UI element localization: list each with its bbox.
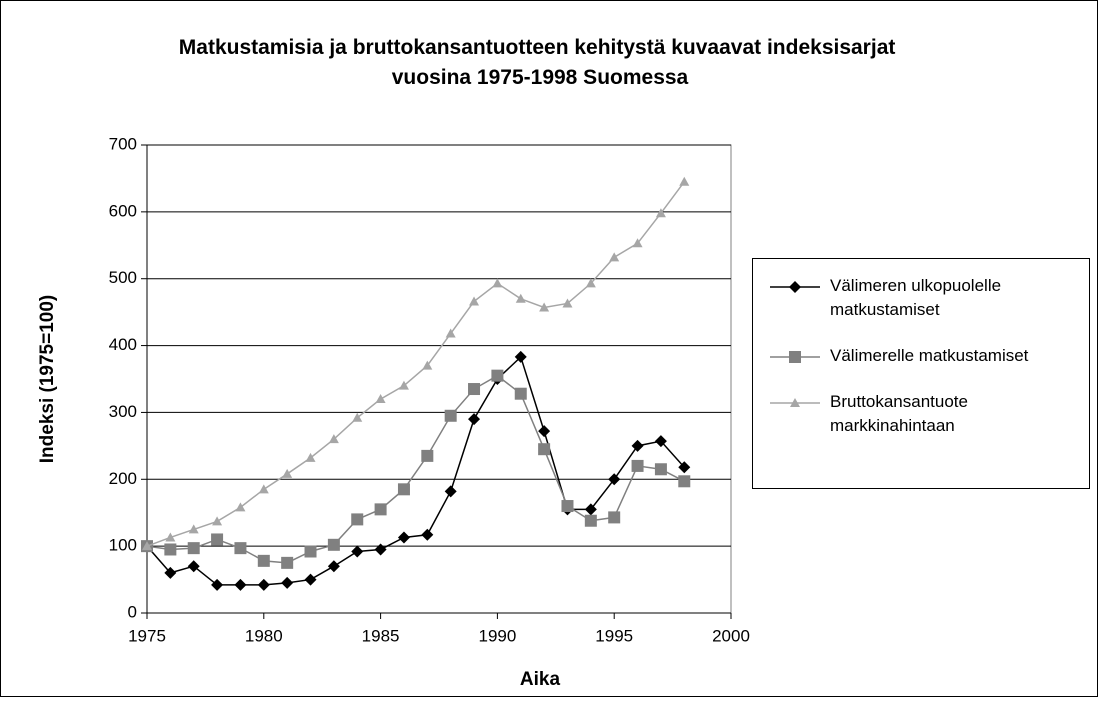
data-point <box>422 360 433 370</box>
data-point <box>678 475 691 488</box>
data-point <box>585 278 596 288</box>
data-point <box>235 502 246 512</box>
legend-label: Välimeren ulkopuolelle matkustamiset <box>830 276 1006 319</box>
y-axis-label: Indeksi (1975=100) <box>37 295 58 463</box>
data-point <box>234 542 247 555</box>
data-point <box>491 369 504 382</box>
data-point <box>258 484 269 494</box>
data-point <box>444 409 457 422</box>
data-point <box>351 513 364 526</box>
data-point <box>562 298 573 308</box>
data-point <box>492 278 503 288</box>
data-point <box>678 461 691 474</box>
data-point <box>164 543 177 556</box>
data-point <box>352 412 363 422</box>
data-point <box>304 545 317 558</box>
data-point <box>584 503 597 516</box>
data-point <box>468 383 481 396</box>
data-point <box>538 425 551 438</box>
data-point <box>631 439 644 452</box>
data-point <box>538 443 551 456</box>
data-point <box>257 578 270 591</box>
y-tick-label: 100 <box>109 536 137 555</box>
data-point <box>211 578 224 591</box>
data-point <box>515 293 526 303</box>
chart-title: Matkustamisia ja bruttokansantuotteen ke… <box>179 36 901 89</box>
data-point <box>304 573 317 586</box>
data-point <box>281 556 294 569</box>
data-point <box>374 543 387 556</box>
x-tick-label: 1985 <box>362 626 400 645</box>
y-tick-label: 700 <box>109 134 137 153</box>
data-point <box>328 434 339 444</box>
legend-label: Bruttokansantuote markkinahintaan <box>830 392 973 435</box>
data-point <box>187 542 200 555</box>
x-axis-label: Aika <box>520 669 561 690</box>
data-point <box>561 500 574 513</box>
data-point <box>375 394 386 404</box>
data-point <box>211 533 224 546</box>
data-point <box>469 296 480 306</box>
data-point <box>609 252 620 262</box>
legend-marker <box>789 351 801 363</box>
data-point <box>281 576 294 589</box>
data-point <box>397 483 410 496</box>
data-point <box>608 511 621 524</box>
y-tick-label: 0 <box>128 602 137 621</box>
data-point <box>654 435 667 448</box>
data-point <box>234 578 247 591</box>
data-point <box>327 560 340 573</box>
data-point <box>374 503 387 516</box>
data-point <box>445 328 456 338</box>
data-point <box>608 473 621 486</box>
data-point <box>632 238 643 248</box>
data-point <box>397 531 410 544</box>
data-point <box>584 514 597 527</box>
data-point <box>187 560 200 573</box>
data-point <box>655 208 666 218</box>
data-point <box>539 302 550 312</box>
x-tick-label: 1995 <box>595 626 633 645</box>
data-point <box>212 516 223 526</box>
data-point <box>468 413 481 426</box>
legend-marker <box>789 281 801 293</box>
data-point <box>142 541 152 551</box>
legend <box>752 258 1090 489</box>
data-point <box>398 380 409 390</box>
data-point <box>351 545 364 558</box>
data-point <box>679 176 690 186</box>
legend-marker <box>790 398 800 407</box>
y-tick-label: 600 <box>109 201 137 220</box>
data-point <box>631 459 644 472</box>
x-tick-label: 1980 <box>245 626 283 645</box>
data-point <box>654 463 667 476</box>
y-tick-label: 500 <box>109 268 137 287</box>
data-point <box>421 528 434 541</box>
data-point <box>514 350 527 363</box>
x-tick-label: 1975 <box>128 626 166 645</box>
data-point <box>444 485 457 498</box>
x-tick-label: 1990 <box>478 626 516 645</box>
y-tick-label: 400 <box>109 335 137 354</box>
plot-area <box>146 144 732 614</box>
legend-label: Välimerelle matkustamiset <box>830 346 1029 365</box>
data-point <box>327 538 340 551</box>
data-point <box>165 532 176 542</box>
y-tick-label: 300 <box>109 402 137 421</box>
data-point <box>282 468 293 478</box>
data-point <box>257 554 270 567</box>
data-point <box>164 566 177 579</box>
data-point <box>305 452 316 462</box>
y-tick-label: 200 <box>109 469 137 488</box>
x-tick-label: 2000 <box>712 626 750 645</box>
data-point <box>514 387 527 400</box>
data-point <box>188 524 199 534</box>
data-point <box>421 449 434 462</box>
